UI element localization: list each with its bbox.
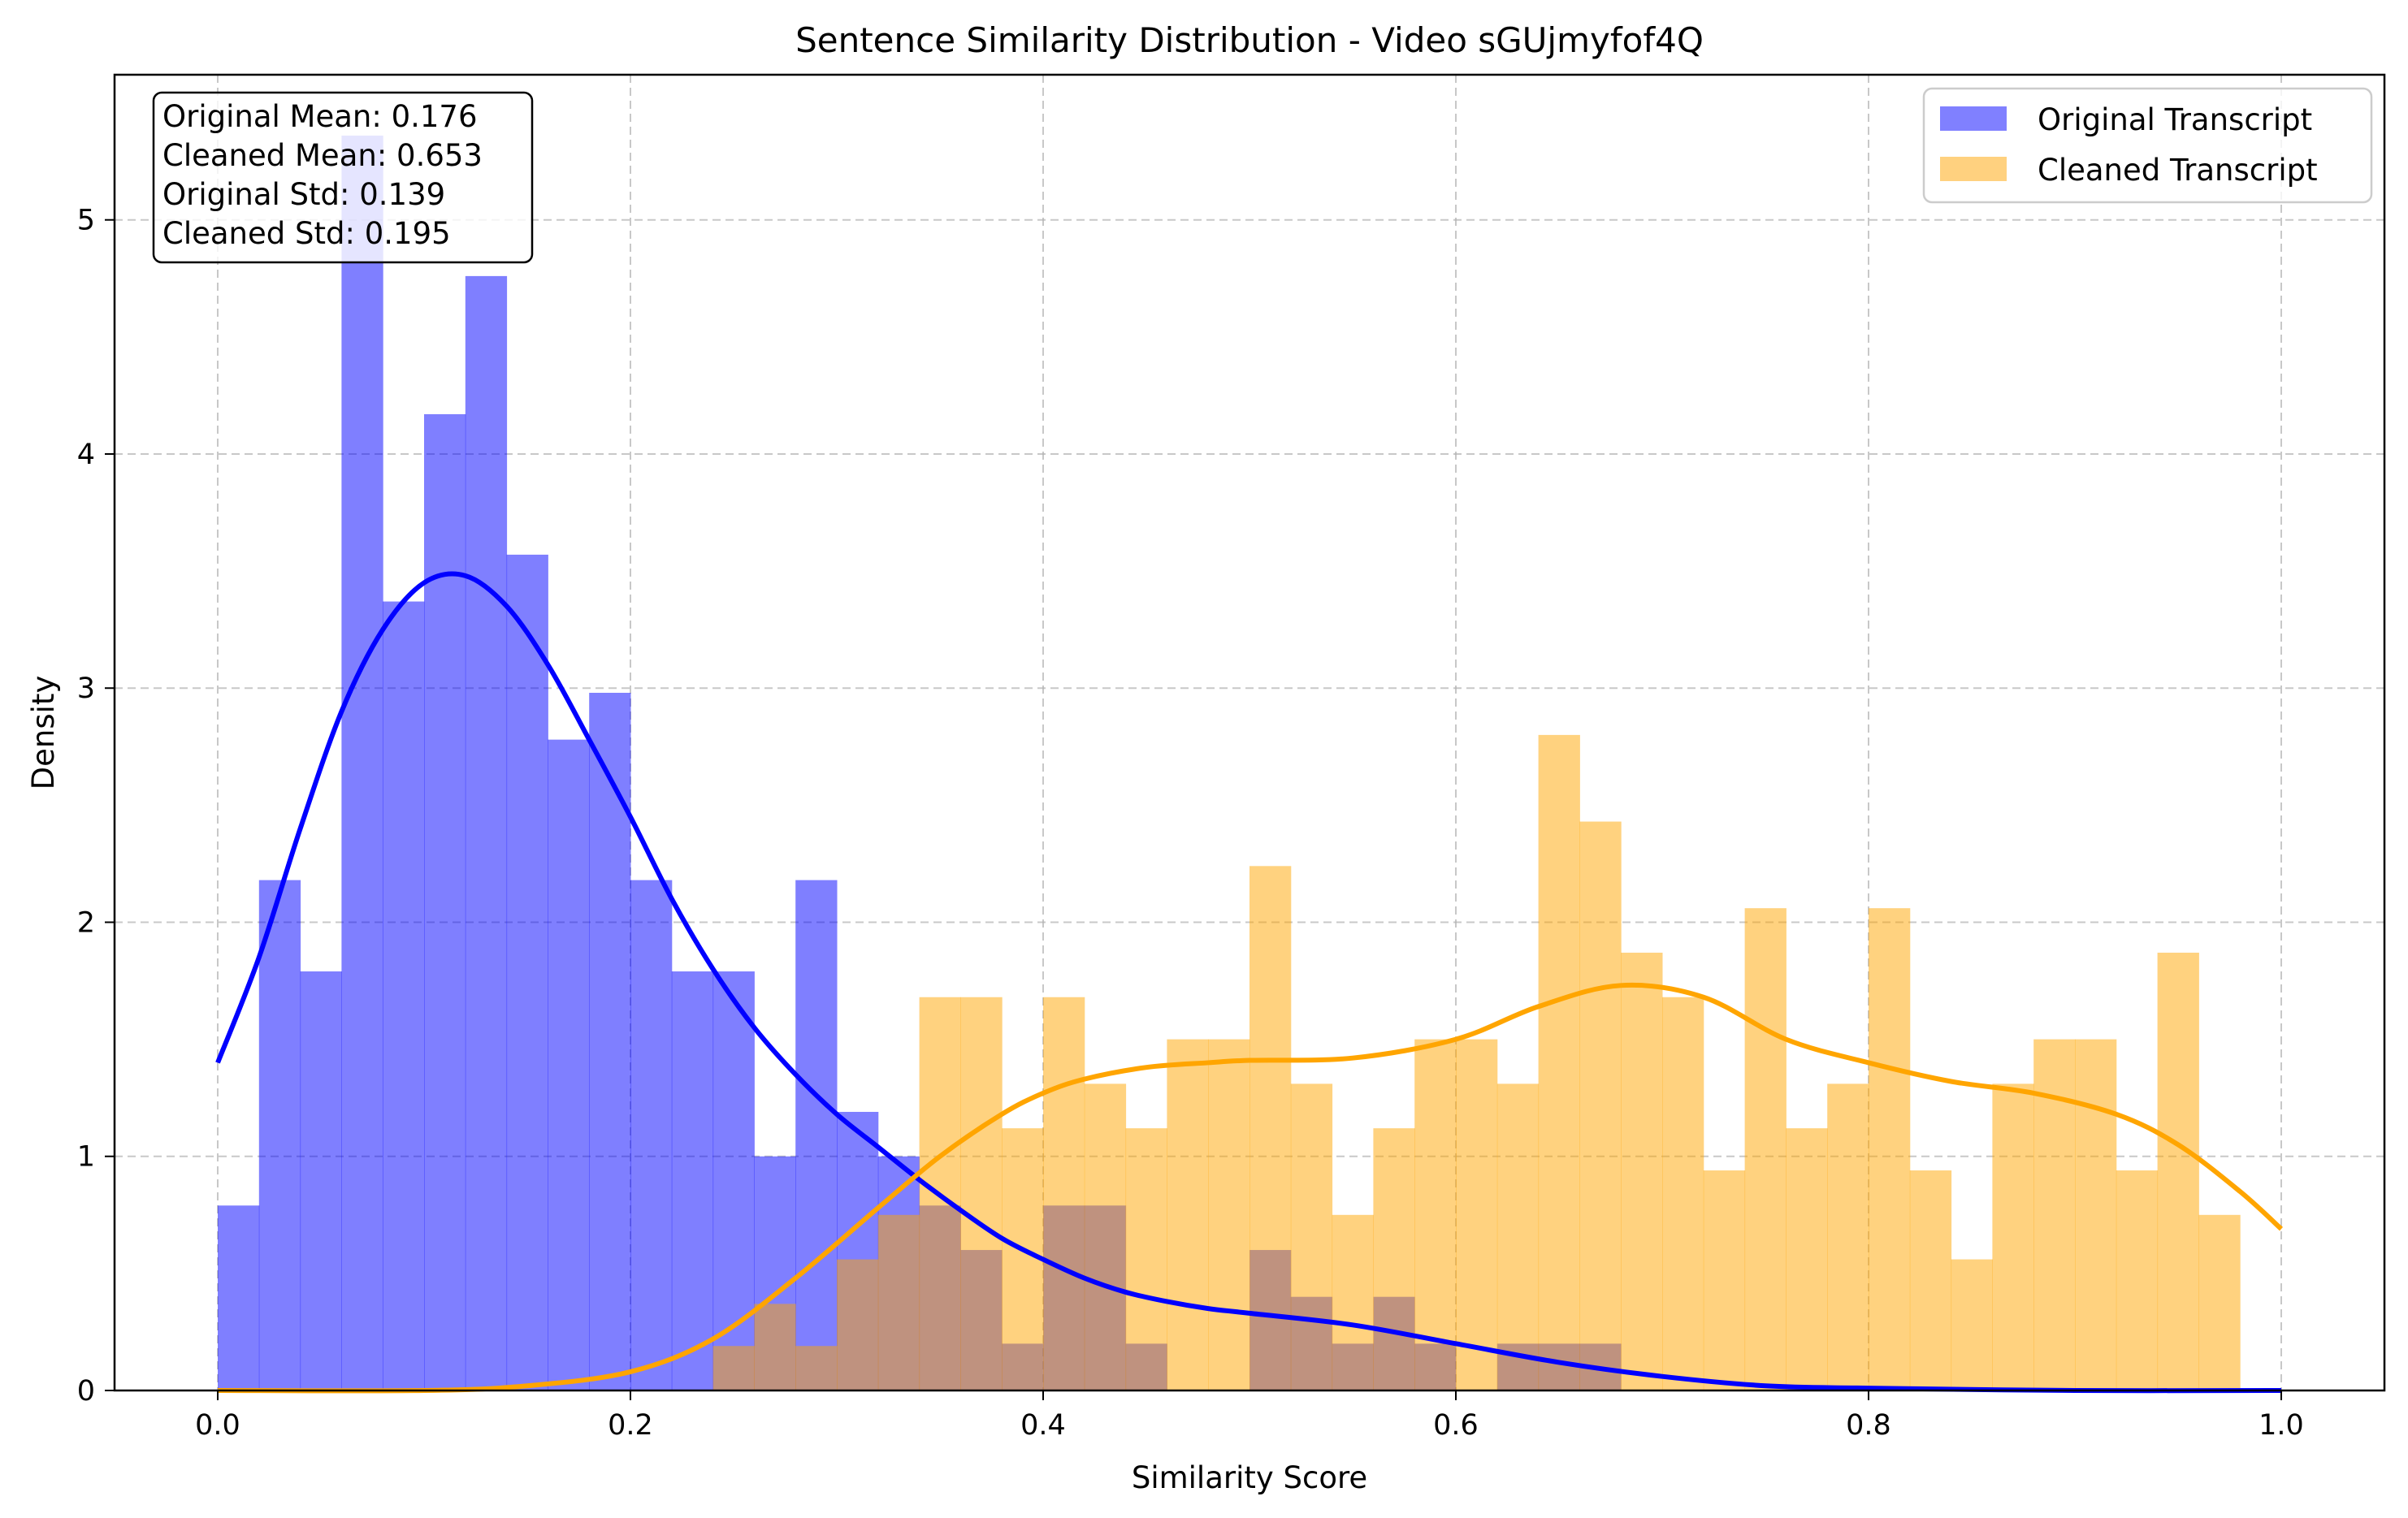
stats-box-frame [152,91,534,264]
legend-swatch-cleaned [1940,157,2007,181]
histogram-bar [837,1259,879,1390]
legend-swatch-original [1940,106,2007,131]
histogram-bar [671,971,714,1390]
histogram-bar [712,1346,755,1390]
y-axis-label: Density [26,676,61,790]
histogram-bar [795,880,838,1390]
histogram-bar [300,971,342,1390]
histogram-bar [383,601,425,1390]
histogram-bar [1332,1214,1374,1390]
histogram-bar [960,997,1003,1390]
axis-ticks: 0.0 0.2 0.4 0.6 0.8 1.0 0 1 2 3 4 5 [77,205,2304,1442]
histogram-bar [877,1214,920,1390]
histogram-bar [2157,952,2199,1390]
kde-line-original [215,571,2282,1394]
kde-curves [215,571,2284,1394]
x-tick-label: 0.8 [1846,1409,1891,1442]
histogram-bar [1951,1259,1993,1390]
histogram-bar [1703,1170,1746,1390]
histogram-bar [754,1304,796,1390]
histogram-bar [1249,866,1292,1390]
y-tick-label: 5 [77,205,95,237]
histogram-bar [1043,997,1085,1390]
histogram-bar [218,1205,260,1390]
x-tick-label: 0.6 [1433,1409,1479,1442]
stats-original-std: Original Std: 0.139 [162,177,445,212]
stats-cleaned-mean: Cleaned Mean: 0.653 [162,138,483,173]
stats-original-mean: Original Mean: 0.176 [162,99,478,134]
x-axis-label: Similarity Score [1132,1460,1367,1495]
histogram-bar [1538,734,1580,1390]
legend-label-cleaned: Cleaned Transcript [2038,153,2318,188]
histogram-bar [1909,1170,1952,1390]
histogram-bar [1827,1083,1869,1390]
histogram-bar [1373,1128,1415,1390]
y-tick-label: 2 [77,906,95,939]
histogram-bar [1662,997,1704,1390]
y-tick-label: 0 [77,1375,95,1408]
y-tick-label: 3 [77,673,95,705]
legend: Original Transcript Cleaned Transcript [1922,87,2373,204]
histogram-bar [1579,821,1622,1390]
histogram-bar [2075,1039,2117,1390]
histogram-bar [1167,1039,1209,1390]
histogram-bar [1084,1083,1127,1390]
bars-cleaned [712,734,2241,1390]
stats-box: Original Mean: 0.176 Cleaned Mean: 0.653… [152,91,534,264]
histogram-bar [548,739,590,1390]
axes-frame [113,73,2386,1392]
histogram-bar [1125,1128,1167,1390]
histogram-bar [1414,1039,1457,1390]
histogram-bar [1786,1128,1828,1390]
histogram-bar [258,880,301,1390]
histogram-bar [1456,1039,1498,1390]
histogram-bar [712,971,755,1390]
histogram-bar [1744,908,1787,1390]
histogram-bar [1869,908,1911,1390]
histogram-bar [1496,1083,1540,1390]
kde-line-cleaned [217,982,2284,1394]
histogram-bar [1992,1083,2034,1390]
histogram-bar [424,413,466,1390]
histogram-bar [795,1346,838,1390]
histogram-bar [1002,1128,1044,1390]
histogram-bar [630,880,673,1390]
x-tick-label: 0.2 [608,1409,653,1442]
histogram-bar [1621,952,1663,1390]
legend-label-original: Original Transcript [2038,102,2312,137]
histogram-bar [1290,1083,1333,1390]
histogram-bar [2116,1170,2159,1390]
histogram-bar [465,275,508,1390]
histogram-bar [506,554,548,1390]
histogram-bar [2198,1214,2241,1390]
y-tick-label: 4 [77,439,95,471]
histogram-bar [589,692,631,1390]
x-tick-label: 0.4 [1020,1409,1066,1442]
x-tick-label: 1.0 [2259,1409,2304,1442]
histogram-bar [1208,1039,1250,1390]
histogram-bar [341,135,383,1390]
x-tick-label: 0.0 [195,1409,240,1442]
histogram-bars [218,135,2241,1390]
stats-cleaned-std: Cleaned Std: 0.195 [162,216,451,251]
legend-frame [1922,87,2373,204]
chart-title: Sentence Similarity Distribution - Video… [795,20,1704,60]
y-tick-label: 1 [77,1141,95,1174]
